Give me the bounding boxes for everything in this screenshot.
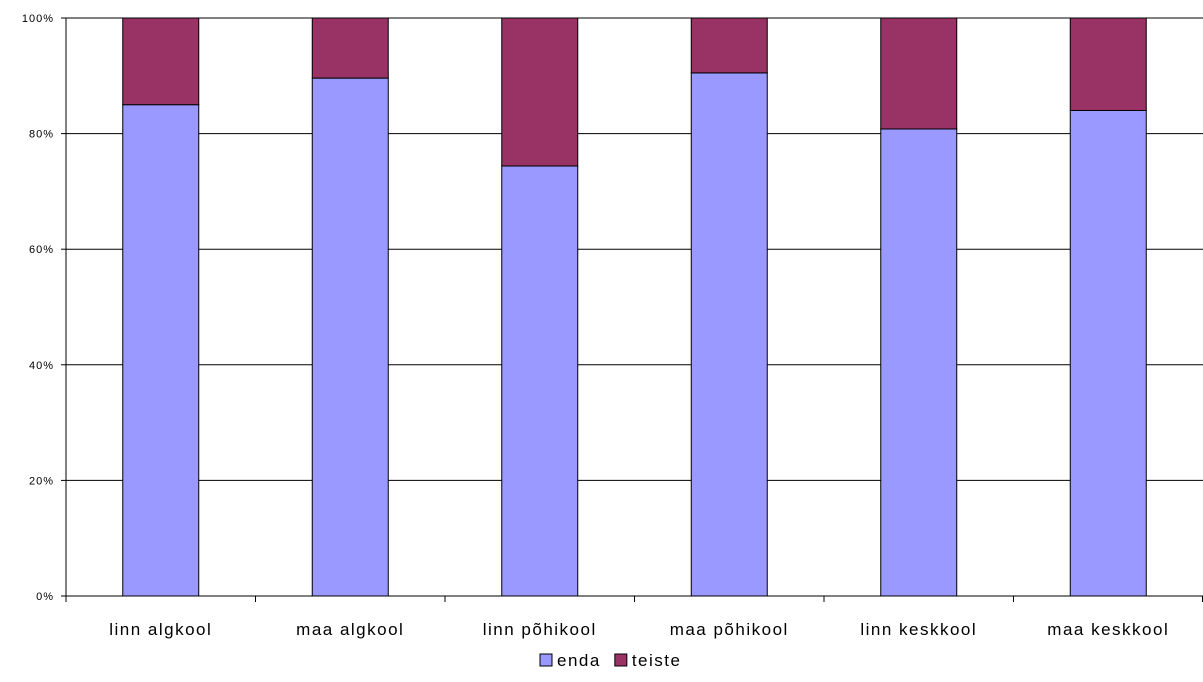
bars [122,17,1147,597]
y-tick-label: 40% [29,360,54,372]
y-tick-label: 0% [36,591,54,603]
bar-segment-teiste [1069,17,1147,111]
legend-label-enda: enda [557,651,601,670]
bar-segment-enda [880,128,958,597]
bar-segment-teiste [311,17,389,79]
bar-segment-teiste [690,17,768,74]
x-category-label: linn algkool [109,620,212,639]
y-axis-tick-labels: 0% 20% 40% 60% 80% 100% [22,13,54,603]
x-category-label: maa algkool [296,620,404,639]
y-tick-label: 80% [29,129,54,141]
legend: enda teiste [539,651,682,670]
bar-segment-teiste [122,17,200,106]
legend-swatch-teiste [614,653,628,667]
bar-segment-enda [122,104,200,597]
y-tick-label: 100% [22,13,54,25]
bar-segment-enda [690,72,768,597]
bar-segment-enda [501,165,579,597]
x-category-label: maa põhikool [670,620,789,639]
bar-segment-teiste [880,17,958,130]
x-axis-category-labels: linn algkool maa algkool linn põhikool maa … [109,620,1169,639]
x-category-label: linn keskkool [860,620,977,639]
bar-segment-enda [311,77,389,597]
gridlines [66,17,1203,481]
bar-segment-teiste [501,17,579,167]
axes [61,17,1203,602]
y-tick-label: 60% [29,244,54,256]
bar-segment-enda [1069,109,1147,597]
legend-swatch-enda [539,653,553,667]
x-category-label: linn põhikool [483,620,597,639]
y-tick-label: 20% [29,475,54,487]
legend-label-teiste: teiste [632,651,682,670]
x-category-label: maa keskkool [1047,620,1169,639]
